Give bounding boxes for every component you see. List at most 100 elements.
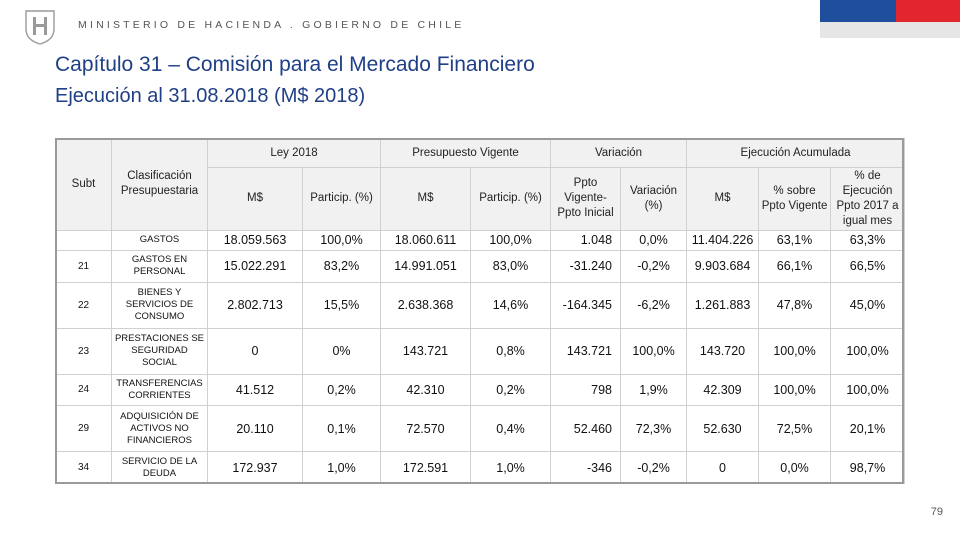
cell-variacion-pct: 1,9% bbox=[620, 373, 688, 407]
row-label: SERVICIO DE LA DEUDA bbox=[111, 451, 208, 484]
ministry-logo-icon bbox=[25, 10, 55, 45]
cell-variacion-diff: 798 bbox=[550, 373, 622, 407]
cell-variacion-pct: 0,0% bbox=[620, 229, 688, 251]
cell-ejecucion-m: 11.404.226 bbox=[686, 229, 760, 251]
row-subt: 34 bbox=[55, 451, 112, 484]
cell-ley-m: 172.937 bbox=[207, 451, 303, 484]
row-subt: 21 bbox=[55, 249, 112, 283]
cell-variacion-diff: 1.048 bbox=[550, 229, 622, 251]
page-title: Capítulo 31 – Comisión para el Mercado F… bbox=[55, 53, 535, 76]
ministry-name: MINISTERIO DE HACIENDA . GOBIERNO DE CHI… bbox=[78, 19, 465, 31]
cell-ley-m: 20.110 bbox=[207, 405, 303, 453]
table-row: 34 SERVICIO DE LA DEUDA 172.937 1,0% 172… bbox=[55, 451, 906, 484]
header-presupuesto: Presupuesto Vigente bbox=[380, 138, 552, 168]
cell-variacion-pct: 72,3% bbox=[620, 405, 688, 453]
subheader-ejecucion-m: M$ bbox=[686, 167, 760, 231]
header-subt: Subt bbox=[55, 138, 112, 231]
cell-variacion-diff: -31.240 bbox=[550, 249, 622, 283]
table-row: 29 ADQUISICIÓN DE ACTIVOS NO FINANCIEROS… bbox=[55, 405, 906, 453]
subheader-variacion-pct: Variación (%) bbox=[620, 167, 688, 231]
page-number: 79 bbox=[930, 506, 943, 518]
subheader-ejecucion-pct-vigente: % sobre Ppto Vigente bbox=[758, 167, 832, 231]
cell-ejecucion-pct-2017: 45,0% bbox=[830, 281, 906, 329]
flag-gray-stripe bbox=[820, 22, 960, 38]
cell-variacion-diff: 143.721 bbox=[550, 327, 622, 375]
cell-ley-m: 2.802.713 bbox=[207, 281, 303, 329]
cell-ley-particip: 0% bbox=[301, 327, 382, 375]
row-label: ADQUISICIÓN DE ACTIVOS NO FINANCIEROS bbox=[111, 405, 208, 453]
cell-ley-m: 0 bbox=[207, 327, 303, 375]
execution-table-container: Subt Clasificación Presupuestaria Ley 20… bbox=[55, 138, 906, 484]
cell-ejecucion-pct-2017: 63,3% bbox=[830, 229, 906, 251]
row-subt bbox=[55, 229, 112, 251]
cell-ejecucion-pct-2017: 100,0% bbox=[830, 327, 906, 375]
cell-ejecucion-m: 1.261.883 bbox=[686, 281, 760, 329]
row-label: GASTOS bbox=[111, 229, 208, 251]
cell-variacion-diff: -346 bbox=[550, 451, 622, 484]
flag-blue-stripe bbox=[820, 0, 896, 22]
row-label: BIENES Y SERVICIOS DE CONSUMO bbox=[111, 281, 208, 329]
cell-ley-particip: 15,5% bbox=[301, 281, 382, 329]
cell-ejecucion-pct-2017: 20,1% bbox=[830, 405, 906, 453]
cell-variacion-pct: -0,2% bbox=[620, 249, 688, 283]
subheader-ley-m: M$ bbox=[207, 167, 303, 231]
header-ejecucion: Ejecución Acumulada bbox=[686, 138, 906, 168]
row-subt: 22 bbox=[55, 281, 112, 329]
cell-variacion-diff: 52.460 bbox=[550, 405, 622, 453]
header-clasificacion: Clasificación Presupuestaria bbox=[111, 138, 208, 231]
cell-variacion-diff: -164.345 bbox=[550, 281, 622, 329]
cell-vigente-particip: 0,4% bbox=[470, 405, 552, 453]
cell-vigente-m: 2.638.368 bbox=[380, 281, 472, 329]
cell-vigente-m: 143.721 bbox=[380, 327, 472, 375]
cell-ejecucion-m: 143.720 bbox=[686, 327, 760, 375]
row-subt: 23 bbox=[55, 327, 112, 375]
table-row: 21 GASTOS EN PERSONAL 15.022.291 83,2% 1… bbox=[55, 249, 906, 283]
cell-variacion-pct: -6,2% bbox=[620, 281, 688, 329]
table-row: 23 PRESTACIONES SE SEGURIDAD SOCIAL 0 0%… bbox=[55, 327, 906, 375]
cell-ley-m: 18.059.563 bbox=[207, 229, 303, 251]
subheader-ley-particip: Particip. (%) bbox=[301, 167, 382, 231]
cell-ejecucion-pct-vigente: 63,1% bbox=[758, 229, 832, 251]
cell-ejecucion-m: 9.903.684 bbox=[686, 249, 760, 283]
row-label: GASTOS EN PERSONAL bbox=[111, 249, 208, 283]
cell-vigente-m: 18.060.611 bbox=[380, 229, 472, 251]
cell-ejecucion-pct-2017: 66,5% bbox=[830, 249, 906, 283]
cell-vigente-particip: 14,6% bbox=[470, 281, 552, 329]
cell-ejecucion-pct-2017: 100,0% bbox=[830, 373, 906, 407]
cell-vigente-particip: 83,0% bbox=[470, 249, 552, 283]
row-label: TRANSFERENCIAS CORRIENTES bbox=[111, 373, 208, 407]
page-subtitle: Ejecución al 31.08.2018 (M$ 2018) bbox=[55, 85, 366, 107]
table-row: GASTOS 18.059.563 100,0% 18.060.611 100,… bbox=[55, 229, 906, 251]
cell-ley-m: 15.022.291 bbox=[207, 249, 303, 283]
cell-variacion-pct: -0,2% bbox=[620, 451, 688, 484]
subheader-ejecucion-pct-2017: % de Ejecución Ppto 2017 a igual mes bbox=[830, 167, 906, 231]
header-ley: Ley 2018 bbox=[206, 138, 382, 168]
header-variacion: Variación bbox=[550, 138, 688, 168]
table-row: 24 TRANSFERENCIAS CORRIENTES 41.512 0,2%… bbox=[55, 373, 906, 407]
cell-vigente-m: 72.570 bbox=[380, 405, 472, 453]
subheader-variacion-diff: Ppto Vigente- Ppto Inicial bbox=[550, 167, 622, 231]
row-label: PRESTACIONES SE SEGURIDAD SOCIAL bbox=[111, 327, 208, 375]
cell-ejecucion-m: 0 bbox=[686, 451, 760, 484]
cell-ejecucion-pct-vigente: 72,5% bbox=[758, 405, 832, 453]
row-subt: 24 bbox=[55, 373, 112, 407]
cell-ley-m: 41.512 bbox=[207, 373, 303, 407]
cell-ejecucion-pct-vigente: 100,0% bbox=[758, 327, 832, 375]
cell-vigente-m: 42.310 bbox=[380, 373, 472, 407]
execution-table: Subt Clasificación Presupuestaria Ley 20… bbox=[55, 138, 906, 484]
row-subt: 29 bbox=[55, 405, 112, 453]
cell-ejecucion-pct-vigente: 47,8% bbox=[758, 281, 832, 329]
cell-ejecucion-pct-vigente: 0,0% bbox=[758, 451, 832, 484]
subheader-vigente-m: M$ bbox=[380, 167, 472, 231]
cell-ley-particip: 0,1% bbox=[301, 405, 382, 453]
cell-vigente-particip: 100,0% bbox=[470, 229, 552, 251]
cell-variacion-pct: 100,0% bbox=[620, 327, 688, 375]
cell-vigente-particip: 0,8% bbox=[470, 327, 552, 375]
cell-ejecucion-pct-2017: 98,7% bbox=[830, 451, 906, 484]
flag-red-stripe bbox=[896, 0, 960, 22]
cell-vigente-m: 172.591 bbox=[380, 451, 472, 484]
cell-ejecucion-pct-vigente: 100,0% bbox=[758, 373, 832, 407]
cell-ley-particip: 0,2% bbox=[301, 373, 382, 407]
table-row: 22 BIENES Y SERVICIOS DE CONSUMO 2.802.7… bbox=[55, 281, 906, 329]
cell-ley-particip: 1,0% bbox=[301, 451, 382, 484]
